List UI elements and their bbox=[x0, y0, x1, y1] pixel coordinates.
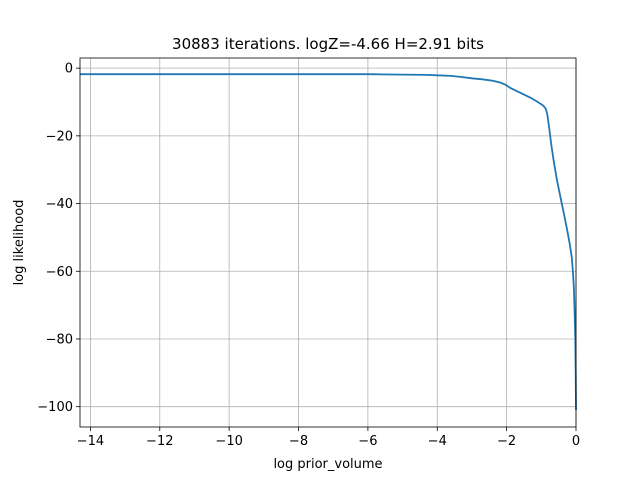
y-ticks: 0 −20 −40 −60 −80 −100 bbox=[37, 62, 80, 415]
chart-title: 30883 iterations. logZ=-4.66 H=2.91 bits bbox=[172, 35, 484, 53]
x-ticks: −14 −12 −10 −8 −6 −4 −2 0 bbox=[77, 427, 580, 449]
y-axis-label: log likelihood bbox=[12, 200, 27, 286]
x-tick-label: −6 bbox=[358, 434, 377, 449]
y-tick-label: −60 bbox=[46, 265, 73, 280]
x-tick-label: −10 bbox=[215, 434, 242, 449]
x-tick-label: −14 bbox=[77, 434, 104, 449]
x-tick-label: −4 bbox=[428, 434, 447, 449]
y-tick-label: −80 bbox=[46, 332, 73, 347]
x-gridlines bbox=[90, 58, 577, 427]
x-tick-label: −2 bbox=[497, 434, 516, 449]
x-axis-label: log prior_volume bbox=[273, 457, 382, 472]
y-tick-label: 0 bbox=[65, 62, 73, 77]
plot-frame bbox=[79, 57, 577, 428]
y-tick-label: −20 bbox=[46, 129, 73, 144]
series-line bbox=[80, 73, 577, 411]
x-tick-label: −8 bbox=[289, 434, 308, 449]
y-tick-label: −40 bbox=[46, 197, 73, 212]
y-gridlines bbox=[80, 67, 576, 408]
x-tick-label: 0 bbox=[572, 434, 580, 449]
x-tick-label: −12 bbox=[146, 434, 173, 449]
y-tick-label: −100 bbox=[37, 400, 73, 415]
